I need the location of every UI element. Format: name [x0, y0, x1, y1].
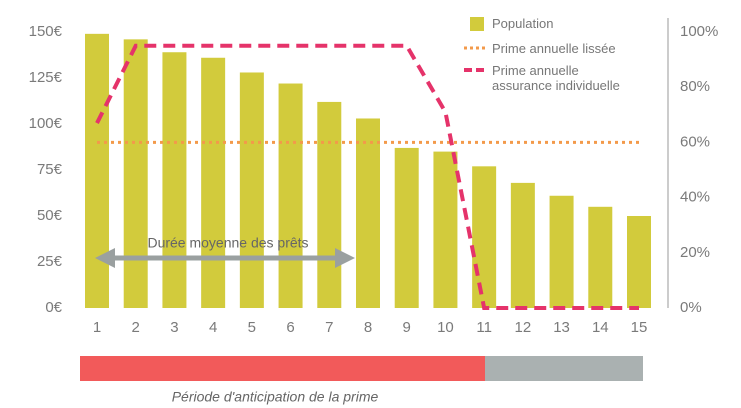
y-tick-label: 25€ — [37, 253, 63, 270]
legend-label: Prime annuelle lissée — [492, 41, 616, 56]
bar — [588, 206, 613, 308]
bar — [278, 83, 303, 309]
y-tick-label: 150€ — [29, 23, 63, 40]
lines — [95, 43, 639, 310]
y2-tick-label: 40% — [680, 189, 710, 206]
y-tick-label: 125€ — [29, 69, 63, 86]
x-tick-label: 2 — [132, 319, 140, 336]
x-tick-label: 15 — [631, 319, 648, 336]
x-tick-label: 6 — [286, 319, 294, 336]
bar — [356, 118, 380, 308]
line — [95, 43, 639, 310]
bar — [549, 195, 574, 308]
x-tick-label: 9 — [403, 319, 411, 336]
x-tick-label: 5 — [248, 319, 256, 336]
legend — [464, 17, 488, 72]
bar — [317, 101, 342, 308]
y2-tick-label: 20% — [680, 244, 710, 261]
bars — [85, 33, 651, 309]
y-tick-label: 75€ — [37, 161, 63, 178]
x-tick-label: 10 — [437, 319, 454, 336]
y2-tick-label: 60% — [680, 133, 710, 150]
y-tick-label: 100€ — [29, 115, 63, 132]
remaining-period — [485, 356, 643, 381]
anticipation-period — [80, 356, 485, 381]
bar — [201, 57, 226, 309]
bar — [510, 182, 535, 308]
y2-tick-label: 0% — [680, 299, 702, 316]
legend-swatch — [470, 17, 484, 31]
y2-tick-label: 100% — [680, 23, 718, 40]
bar — [627, 216, 651, 308]
duration-label: Durée moyenne des prêts — [147, 235, 308, 251]
x-tick-label: 13 — [553, 319, 570, 336]
bar — [239, 72, 264, 308]
bar — [162, 52, 187, 308]
x-tick-label: 11 — [476, 319, 492, 336]
legend-label: Population — [492, 16, 554, 31]
y-tick-label: 50€ — [37, 207, 63, 224]
x-tick-label: 4 — [209, 319, 217, 336]
bar — [394, 147, 419, 308]
x-tick-label: 14 — [592, 319, 609, 336]
x-tick-label: 1 — [93, 319, 101, 336]
y-tick-label: 0€ — [45, 299, 62, 316]
x-tick-label: 8 — [364, 319, 372, 336]
legend-label: Prime annuelle assurance individuelle — [492, 63, 620, 93]
period-label: Période d'anticipation de la prime — [172, 389, 379, 405]
bar — [123, 39, 148, 309]
x-tick-label: 7 — [325, 319, 333, 336]
duration-arrow — [95, 248, 355, 268]
bar — [433, 151, 458, 308]
y2-tick-label: 80% — [680, 78, 710, 95]
x-tick-label: 12 — [515, 319, 532, 336]
x-tick-label: 3 — [170, 319, 178, 336]
bar — [472, 166, 497, 308]
bar — [85, 33, 109, 309]
